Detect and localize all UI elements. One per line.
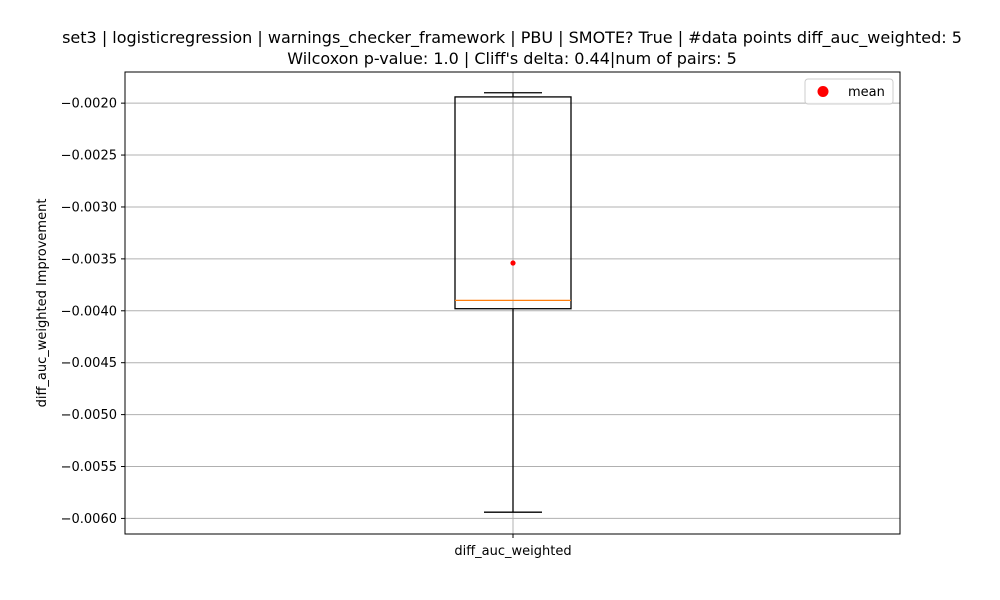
x-axis-ticks: diff_auc_weighted (454, 534, 572, 559)
legend: mean (804, 78, 894, 105)
y-tick-label: −0.0030 (61, 200, 117, 215)
y-tick-label: −0.0045 (61, 356, 117, 371)
y-tick-label: −0.0055 (61, 460, 117, 475)
y-tick-label: −0.0050 (61, 408, 117, 423)
chart-title-line-1: set3 | logisticregression | warnings_che… (62, 28, 962, 48)
chart-title-line-2: Wilcoxon p-value: 1.0 | Cliff's delta: 0… (287, 49, 737, 68)
legend-label: mean (848, 85, 885, 100)
y-tick-label: −0.0040 (61, 304, 117, 319)
y-tick-label: −0.0025 (61, 149, 117, 164)
x-tick-label: diff_auc_weighted (454, 544, 571, 559)
mean-marker (510, 260, 516, 266)
legend-box (804, 78, 894, 105)
y-tick-label: −0.0060 (61, 512, 117, 527)
y-tick-label: −0.0020 (61, 97, 117, 112)
box-iqr (454, 96, 572, 310)
box-layer (454, 92, 572, 513)
y-tick-label: −0.0035 (61, 252, 117, 267)
y-axis-ticks: −0.0020 −0.0025 −0.0030 −0.0035 −0.0040 −0.00… (61, 97, 125, 527)
y-axis-label: diff_auc_weighted Improvement (35, 199, 50, 408)
legend-marker (817, 86, 829, 97)
